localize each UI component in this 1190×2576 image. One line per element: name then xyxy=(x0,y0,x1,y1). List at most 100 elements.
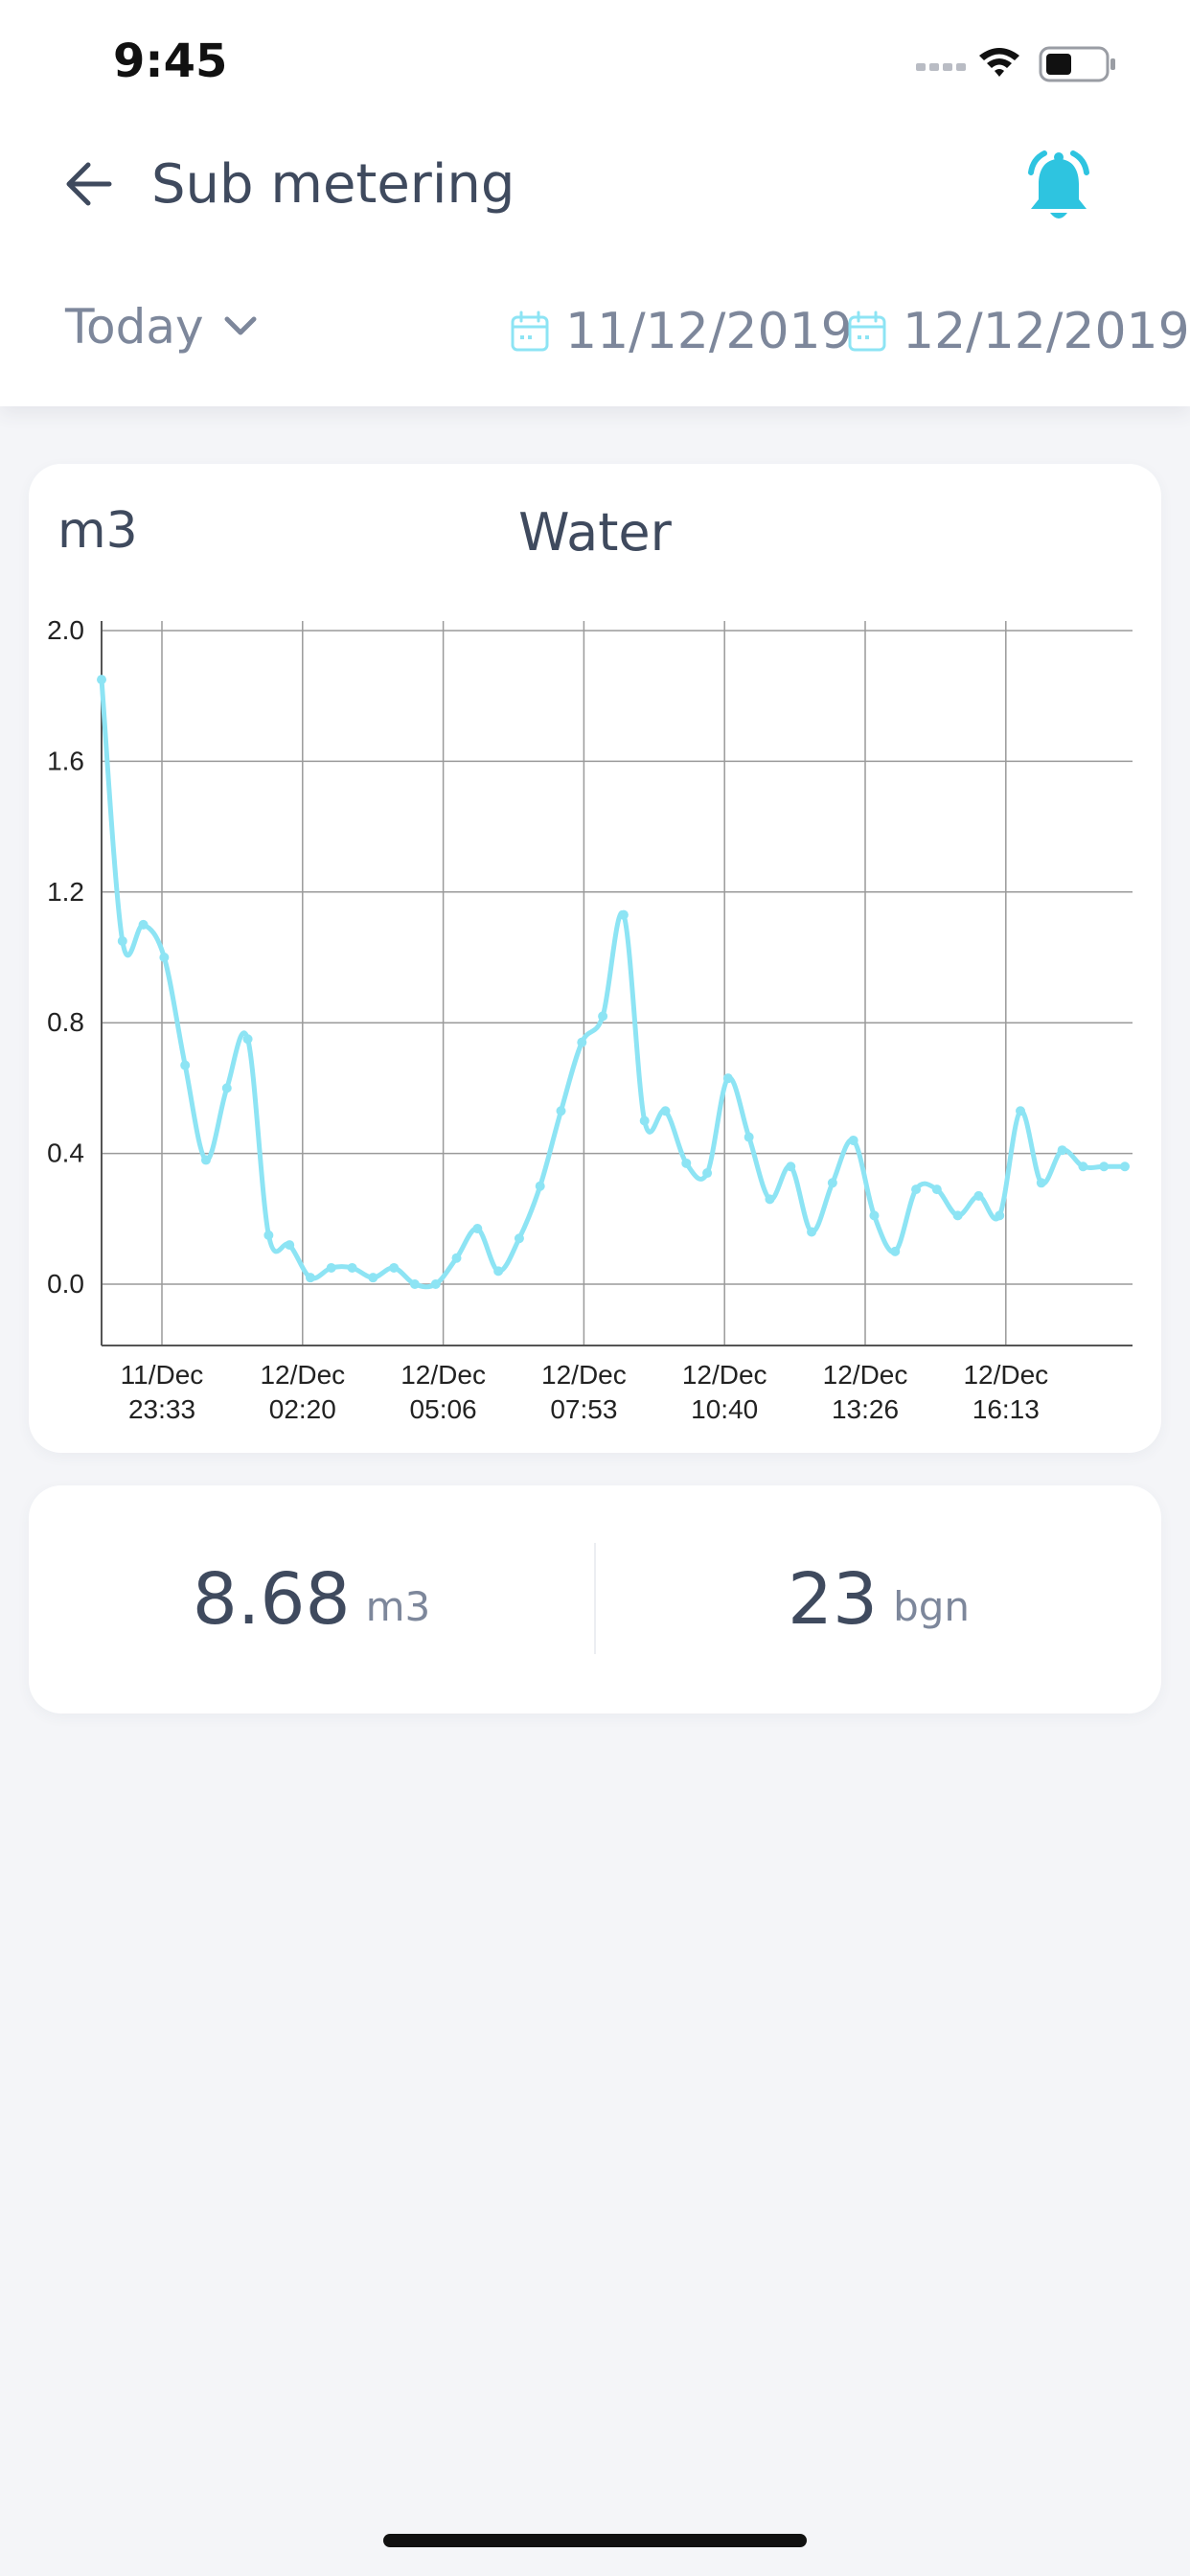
data-point xyxy=(285,1240,295,1251)
status-indicators xyxy=(916,46,1115,82)
data-point xyxy=(848,1135,858,1145)
x-tick-date: 12/Dec xyxy=(541,1360,627,1390)
data-point xyxy=(305,1273,315,1283)
chevron-down-icon xyxy=(224,316,257,335)
chart-unit-label: m3 xyxy=(57,502,138,560)
data-point xyxy=(973,1190,984,1201)
data-point xyxy=(931,1184,942,1195)
data-point xyxy=(1078,1162,1088,1172)
data-point xyxy=(952,1210,963,1221)
date-to-picker[interactable]: 12/12/2019 xyxy=(847,303,1190,360)
data-point xyxy=(1099,1162,1110,1172)
data-point xyxy=(472,1224,483,1234)
x-tick-date: 12/Dec xyxy=(963,1360,1048,1390)
summary-card: 8.68 m3 23 bgn xyxy=(29,1485,1161,1714)
x-tick-time: 23:33 xyxy=(128,1394,195,1424)
data-point xyxy=(159,953,170,962)
chart-title: Water xyxy=(518,502,672,563)
data-point xyxy=(1036,1178,1046,1188)
data-point xyxy=(430,1279,441,1289)
x-tick-date: 12/Dec xyxy=(260,1360,345,1390)
data-point xyxy=(807,1227,817,1237)
y-tick-label: 0.0 xyxy=(47,1269,84,1299)
volume-value: 8.68 xyxy=(192,1558,351,1641)
data-point xyxy=(451,1253,462,1263)
back-button[interactable] xyxy=(61,153,123,215)
volume-stat: 8.68 m3 xyxy=(29,1485,594,1714)
x-tick-date: 12/Dec xyxy=(682,1360,767,1390)
data-point xyxy=(869,1210,880,1221)
data-point xyxy=(117,935,127,946)
data-point xyxy=(263,1230,274,1240)
data-point xyxy=(618,909,629,920)
y-tick-label: 2.0 xyxy=(47,615,84,645)
data-point xyxy=(786,1162,796,1172)
data-point xyxy=(97,675,106,685)
alarm-bell-icon xyxy=(1028,150,1089,218)
home-indicator xyxy=(383,2534,807,2547)
cost-unit: bgn xyxy=(893,1582,971,1630)
data-point xyxy=(827,1178,837,1188)
cost-value: 23 xyxy=(787,1558,879,1641)
x-tick-time: 13:26 xyxy=(832,1394,899,1424)
x-tick-date: 11/Dec xyxy=(121,1360,204,1390)
data-point xyxy=(598,1011,608,1022)
data-point xyxy=(890,1246,901,1256)
x-tick-time: 05:06 xyxy=(410,1394,477,1424)
data-point xyxy=(409,1279,420,1289)
y-tick-label: 0.8 xyxy=(47,1007,84,1037)
x-tick-time: 07:53 xyxy=(550,1394,617,1424)
page-title: Sub metering xyxy=(151,153,515,216)
data-point xyxy=(514,1233,524,1244)
data-point xyxy=(556,1106,566,1116)
data-point xyxy=(180,1060,191,1070)
data-point xyxy=(722,1073,733,1084)
top-header: 9:45 Sub metering xyxy=(0,0,1190,406)
x-tick-time: 02:20 xyxy=(269,1394,336,1424)
data-point xyxy=(326,1262,336,1273)
data-point xyxy=(577,1037,587,1047)
data-point xyxy=(535,1181,545,1191)
water-line-chart[interactable]: 2.0 1.6 1.2 0.8 0.4 0.0 11/Dec 23:33 12/Dec 02:20… xyxy=(29,464,1161,1453)
data-point xyxy=(1016,1106,1026,1116)
wifi-icon xyxy=(979,48,1019,77)
date-from-label: 11/12/2019 xyxy=(565,303,853,360)
data-point xyxy=(911,1184,922,1195)
data-point xyxy=(702,1168,713,1179)
data-point xyxy=(660,1106,671,1116)
date-to-label: 12/12/2019 xyxy=(903,303,1190,360)
data-point xyxy=(368,1273,378,1283)
volume-unit: m3 xyxy=(365,1582,431,1630)
calendar-icon xyxy=(848,310,886,352)
cost-stat: 23 bgn xyxy=(596,1485,1161,1714)
data-point xyxy=(765,1194,775,1205)
period-selector[interactable]: Today xyxy=(65,299,260,355)
date-from-picker[interactable]: 11/12/2019 xyxy=(510,303,853,360)
data-point xyxy=(639,1116,650,1126)
data-point xyxy=(744,1132,754,1142)
calendar-icon xyxy=(511,310,549,352)
arrow-left-icon xyxy=(66,162,112,206)
period-label: Today xyxy=(65,299,204,355)
chart-card: m3 Water 2.0 1.6 1.2 0.8 0.4 0.0 11/Dec 23:33 12… xyxy=(29,464,1161,1453)
data-point xyxy=(200,1155,211,1165)
alarm-button[interactable] xyxy=(1018,146,1100,228)
data-point xyxy=(347,1262,357,1273)
data-point xyxy=(1120,1162,1130,1172)
y-tick-label: 1.2 xyxy=(47,877,84,907)
data-point xyxy=(242,1034,253,1045)
x-tick-time: 10:40 xyxy=(691,1394,758,1424)
battery-icon xyxy=(1039,46,1115,82)
data-point xyxy=(681,1158,692,1168)
x-tick-date: 12/Dec xyxy=(823,1360,908,1390)
data-point xyxy=(221,1083,232,1093)
series-line xyxy=(99,678,1125,1290)
y-tick-label: 0.4 xyxy=(47,1138,84,1168)
stat-divider xyxy=(594,1543,596,1654)
data-point xyxy=(138,919,149,930)
data-point xyxy=(1057,1145,1067,1156)
y-tick-label: 1.6 xyxy=(47,746,84,775)
status-icons xyxy=(916,42,1127,88)
data-point xyxy=(995,1210,1005,1221)
x-tick-date: 12/Dec xyxy=(400,1360,486,1390)
